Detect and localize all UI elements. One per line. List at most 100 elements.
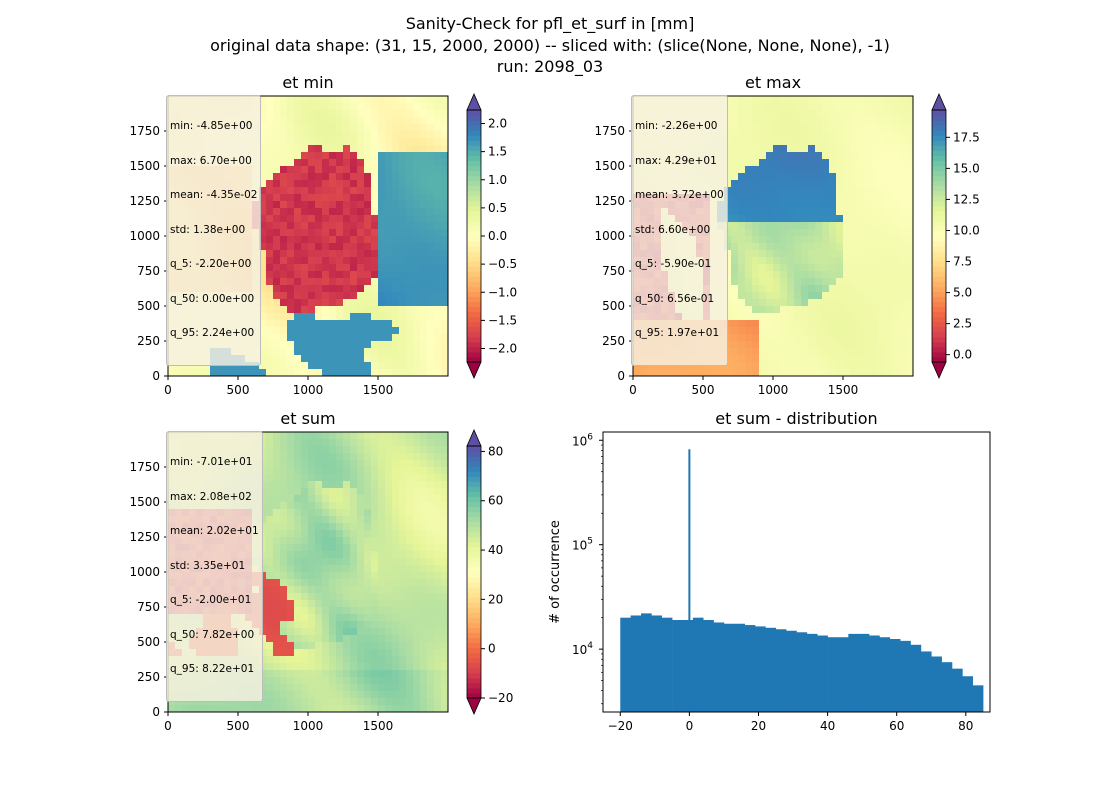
heatmap-cell [189, 705, 197, 713]
heatmap-cell [434, 628, 442, 636]
colorbar-segment [467, 286, 481, 292]
heatmap-cell [759, 320, 767, 328]
heatmap-cell [864, 173, 872, 181]
heatmap-cell [329, 187, 337, 195]
heatmap-cell [294, 635, 302, 643]
heatmap-cell [399, 292, 407, 300]
heatmap-cell [343, 705, 351, 713]
heatmap-cell [287, 439, 295, 447]
heatmap-cell [322, 628, 330, 636]
heatmap-cell [878, 285, 886, 293]
heatmap-cell [343, 173, 351, 181]
heatmap-cell [322, 131, 330, 139]
heatmap-cell [752, 173, 760, 181]
heatmap-cell [308, 635, 316, 643]
heatmap-cell [364, 516, 372, 524]
heatmap-cell [308, 593, 316, 601]
heatmap-cell [350, 614, 358, 622]
heatmap-cell [724, 348, 732, 356]
heatmap-cell [399, 600, 407, 608]
heatmap-cell [843, 355, 851, 363]
heatmap-cell [385, 698, 393, 706]
heatmap-cell [434, 229, 442, 237]
heatmap-cell [871, 173, 879, 181]
heatmap-cell [259, 474, 267, 482]
heatmap-cell [280, 649, 288, 657]
heatmap-cell [406, 558, 414, 566]
heatmap-cell [315, 208, 323, 216]
heatmap-cell [301, 103, 309, 111]
heatmap-cell [287, 348, 295, 356]
heatmap-cell [413, 649, 421, 657]
heatmap-cell [434, 516, 442, 524]
heatmap-cell [357, 348, 365, 356]
heatmap-cell [906, 236, 914, 244]
heatmap-cell [385, 138, 393, 146]
heatmap-cell [273, 432, 281, 440]
heatmap-cell [906, 292, 914, 300]
heatmap-cell [731, 362, 739, 370]
heatmap-cell [766, 257, 774, 265]
heatmap-cell [794, 341, 802, 349]
heatmap-cell [364, 208, 372, 216]
heatmap-cell [315, 432, 323, 440]
heatmap-cell [280, 544, 288, 552]
heatmap-cell [336, 131, 344, 139]
heatmap-cell [343, 215, 351, 223]
heatmap-cell [752, 166, 760, 174]
heatmap-cell [794, 208, 802, 216]
heatmap-cell [294, 649, 302, 657]
heatmap-cell [259, 698, 267, 706]
heatmap-cell [892, 369, 900, 377]
heatmap-cell [801, 173, 809, 181]
heatmap-cell [892, 313, 900, 321]
heatmap-cell [850, 152, 858, 160]
heatmap-cell [322, 530, 330, 538]
heatmap-cell [315, 159, 323, 167]
heatmap-cell [266, 166, 274, 174]
heatmap-cell [434, 138, 442, 146]
heatmap-cell [273, 551, 281, 559]
heatmap-cell [420, 509, 428, 517]
heatmap-cell [294, 201, 302, 209]
heatmap-cell [273, 523, 281, 531]
heatmap-cell [371, 467, 379, 475]
heatmap-cell [322, 642, 330, 650]
x-tick-label: 1500 [363, 383, 394, 397]
heatmap-cell [441, 348, 449, 356]
heatmap-cell [210, 698, 218, 706]
heatmap-cell [836, 103, 844, 111]
heatmap-cell [336, 159, 344, 167]
heatmap-cell [329, 327, 337, 335]
heatmap-cell [287, 257, 295, 265]
heatmap-cell [294, 131, 302, 139]
heatmap-cell [364, 649, 372, 657]
heatmap-cell [766, 117, 774, 125]
heatmap-cell [766, 96, 774, 104]
heatmap-cell [378, 621, 386, 629]
heatmap-cell [364, 439, 372, 447]
heatmap-cell [434, 236, 442, 244]
heatmap-cell [385, 299, 393, 307]
heatmap-cell [399, 691, 407, 699]
heatmap-cell [287, 103, 295, 111]
figure-title-line-1: Sanity-Check for pfl_et_surf in [mm] [405, 14, 695, 33]
heatmap-cell [885, 327, 893, 335]
heatmap-cell [378, 516, 386, 524]
heatmap-cell [385, 565, 393, 573]
heatmap-cell [343, 110, 351, 118]
heatmap-cell [766, 320, 774, 328]
heatmap-cell [287, 446, 295, 454]
heatmap-cell [406, 460, 414, 468]
heatmap-cell [724, 208, 732, 216]
heatmap-cell [301, 299, 309, 307]
heatmap-cell [766, 138, 774, 146]
heatmap-cell [399, 173, 407, 181]
heatmap-cell [434, 621, 442, 629]
heatmap-cell [441, 698, 449, 706]
heatmap-cell [308, 201, 316, 209]
heatmap-cell [836, 341, 844, 349]
heatmap-cell [899, 355, 907, 363]
heatmap-cell [731, 131, 739, 139]
heatmap-cell [724, 271, 732, 279]
